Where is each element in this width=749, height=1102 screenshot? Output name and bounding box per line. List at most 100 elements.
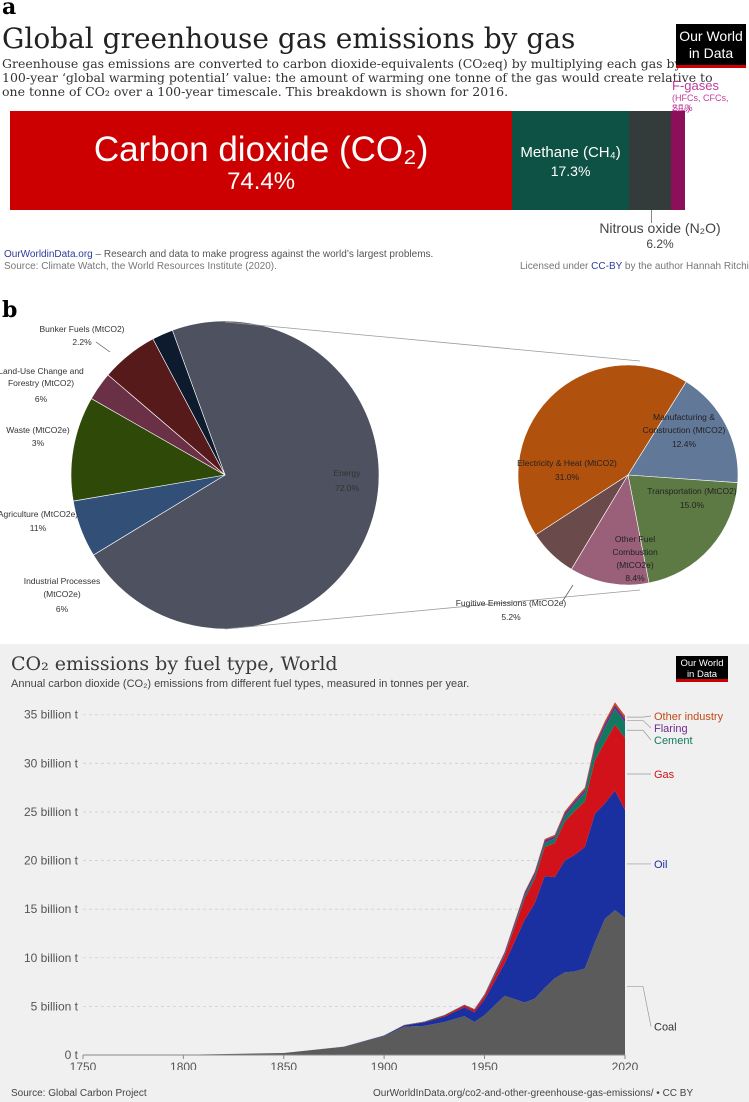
co2-value: 74.4% [227, 168, 296, 195]
pie-slice-energy [93, 320, 380, 630]
energy-pie [517, 364, 739, 586]
x-tick-label: 1750 [70, 1060, 97, 1070]
owid-logo: Our World in Data [676, 24, 746, 68]
owid-link[interactable]: OurWorldinData.org [4, 249, 93, 260]
agriculture-value: 11% [30, 523, 47, 533]
pie-slice-other-fuel [570, 474, 650, 586]
connector-line-bottom [224, 589, 641, 630]
waste-label: Waste (MtCO2e) [6, 425, 70, 435]
pie-slice-manufacturing [627, 381, 739, 483]
footer-tagline: – Research and data to make progress aga… [92, 249, 434, 260]
y-tick-label: 20 billion t [24, 854, 79, 868]
license-prefix: Licensed under [520, 261, 592, 272]
elec-label: Electricity & Heat (MtCO2) [517, 458, 617, 468]
series-label-gas: Gas [654, 769, 675, 781]
area-coal [83, 910, 625, 1055]
y-tick-label: 15 billion t [24, 902, 79, 916]
panel-a-license: Licensed under CC-BY by the author Hanna… [520, 261, 749, 272]
subtitle-line: Greenhouse gas emissions are converted t… [2, 56, 702, 71]
otherfuel-label-3: (MtCO2e) [616, 560, 653, 570]
fgas-label: F-gases [672, 78, 719, 93]
stacked-bar: Carbon dioxide (CO₂) 74.4% Methane (CH₄)… [10, 111, 685, 210]
pie-slice-fugitive [535, 474, 629, 570]
agriculture-label: Agriculture (MtCO2e) [0, 509, 78, 519]
otherfuel-label-2: Combustion [612, 547, 658, 557]
manuf-label-2: Construction (MtCO2) [643, 425, 726, 435]
x-tick-label: 1850 [270, 1060, 297, 1070]
bar-segment-n2o [628, 111, 671, 210]
energy-value: 72.0% [335, 483, 360, 493]
fgas-detail: (HFCs, CFCs, SF₆) [672, 93, 729, 113]
y-tick-label: 0 t [65, 1048, 79, 1062]
connector-line-top [224, 321, 641, 362]
fugitive-value: 5.2% [501, 612, 521, 622]
panel-c-subtitle: Annual carbon dioxide (CO₂) emissions fr… [11, 678, 470, 690]
fgas-value: 2.1% [672, 103, 693, 113]
landuse-value: 6% [35, 394, 48, 404]
manuf-value: 12.4% [672, 439, 697, 449]
panel-c-title: CO₂ emissions by fuel type, World [11, 653, 338, 675]
series-label-oil: Oil [654, 859, 667, 871]
bar-segment-co2: Carbon dioxide (CO₂) 74.4% [10, 111, 513, 210]
owid-logo-c: Our World in Data [676, 656, 728, 682]
panel-b-letter: b [2, 297, 18, 323]
y-tick-label: 10 billion t [24, 951, 79, 965]
y-tick-label: 35 billion t [24, 708, 79, 722]
waste-value: 3% [32, 438, 45, 448]
industrial-label-1: Industrial Processes [24, 576, 101, 586]
pie-charts: Bunker Fuels (MtCO2) 2.2% Land-Use Chang… [0, 320, 739, 630]
panel-c-source: Source: Global Carbon Project [11, 1088, 147, 1099]
pie-slice-electricity-heat [517, 364, 687, 536]
x-tick-label: 2020 [612, 1060, 639, 1070]
pie-slice-transportation [627, 474, 739, 584]
license-suffix: by the author Hannah Ritchie. [622, 261, 749, 272]
panel-a-source: Source: Climate Watch, the World Resourc… [4, 261, 277, 272]
series-leader [627, 715, 652, 718]
y-tick-label: 25 billion t [24, 805, 79, 819]
co2-label: Carbon dioxide (CO₂) [93, 130, 429, 169]
series-label-cement: Cement [654, 735, 693, 747]
subtitle-line: one tonne of CO₂ over a 100-year timesca… [2, 84, 509, 99]
pie-slice-agriculture [70, 398, 226, 502]
logo-line: Our World [679, 28, 743, 44]
panel-a-title: Global greenhouse gas emissions by gas [2, 22, 576, 55]
n2o-label: Nitrous oxide (N₂O) [599, 220, 721, 236]
series-label-flaring: Flaring [654, 723, 688, 735]
industrial-value: 6% [56, 604, 69, 614]
transport-value: 15.0% [680, 500, 705, 510]
elec-value: 31.0% [555, 472, 580, 482]
panel-c-url[interactable]: OurWorldInData.org/co2-and-other-greenho… [373, 1088, 694, 1099]
n2o-value: 6.2% [646, 237, 674, 251]
panel-a-letter: a [2, 0, 17, 20]
logo-line: in Data [686, 669, 718, 680]
cc-by-link[interactable]: CC-BY [591, 261, 623, 272]
methane-value: 17.3% [550, 163, 591, 179]
landuse-label-1: Land-Use Change and [0, 366, 84, 376]
bunker-leader [95, 341, 111, 353]
main-pie [70, 320, 380, 630]
industrial-label-2: (MtCO2e) [43, 589, 80, 599]
series-label-other-industry: Other industry [654, 711, 724, 723]
otherfuel-label-1: Other Fuel [615, 534, 655, 544]
transport-label: Transportation (MtCO2) [647, 486, 737, 496]
bunker-value: 2.2% [72, 337, 92, 347]
n2o-leader-line [651, 210, 652, 223]
series-leader [627, 986, 652, 1027]
x-tick-label: 1800 [170, 1060, 197, 1070]
fugitive-label: Fugitive Emissions (MtCO2e) [456, 598, 567, 608]
otherfuel-value: 8.4% [625, 573, 645, 583]
subtitle-line: 100-year ‘global warming potential’ valu… [2, 70, 713, 85]
bunker-label: Bunker Fuels (MtCO2) [39, 324, 124, 334]
fugitive-leader [561, 584, 574, 603]
logo-line: in Data [688, 45, 734, 61]
x-tick-label: 1900 [371, 1060, 398, 1070]
x-tick-label: 1950 [471, 1060, 498, 1070]
series-label-coal: Coal [654, 1021, 677, 1033]
pie-slice-bunker-fuels [152, 329, 226, 476]
y-tick-label: 30 billion t [24, 756, 79, 770]
manuf-label-1: Manufacturing & [653, 412, 715, 422]
panel-a-subtitle: Greenhouse gas emissions are converted t… [2, 57, 713, 99]
y-tick-label: 5 billion t [31, 999, 79, 1013]
area-chart: 0 t 5 billion t 10 billion t 15 billion t 20… [24, 702, 724, 1070]
landuse-label-2: Forestry (MtCO2) [8, 378, 74, 388]
